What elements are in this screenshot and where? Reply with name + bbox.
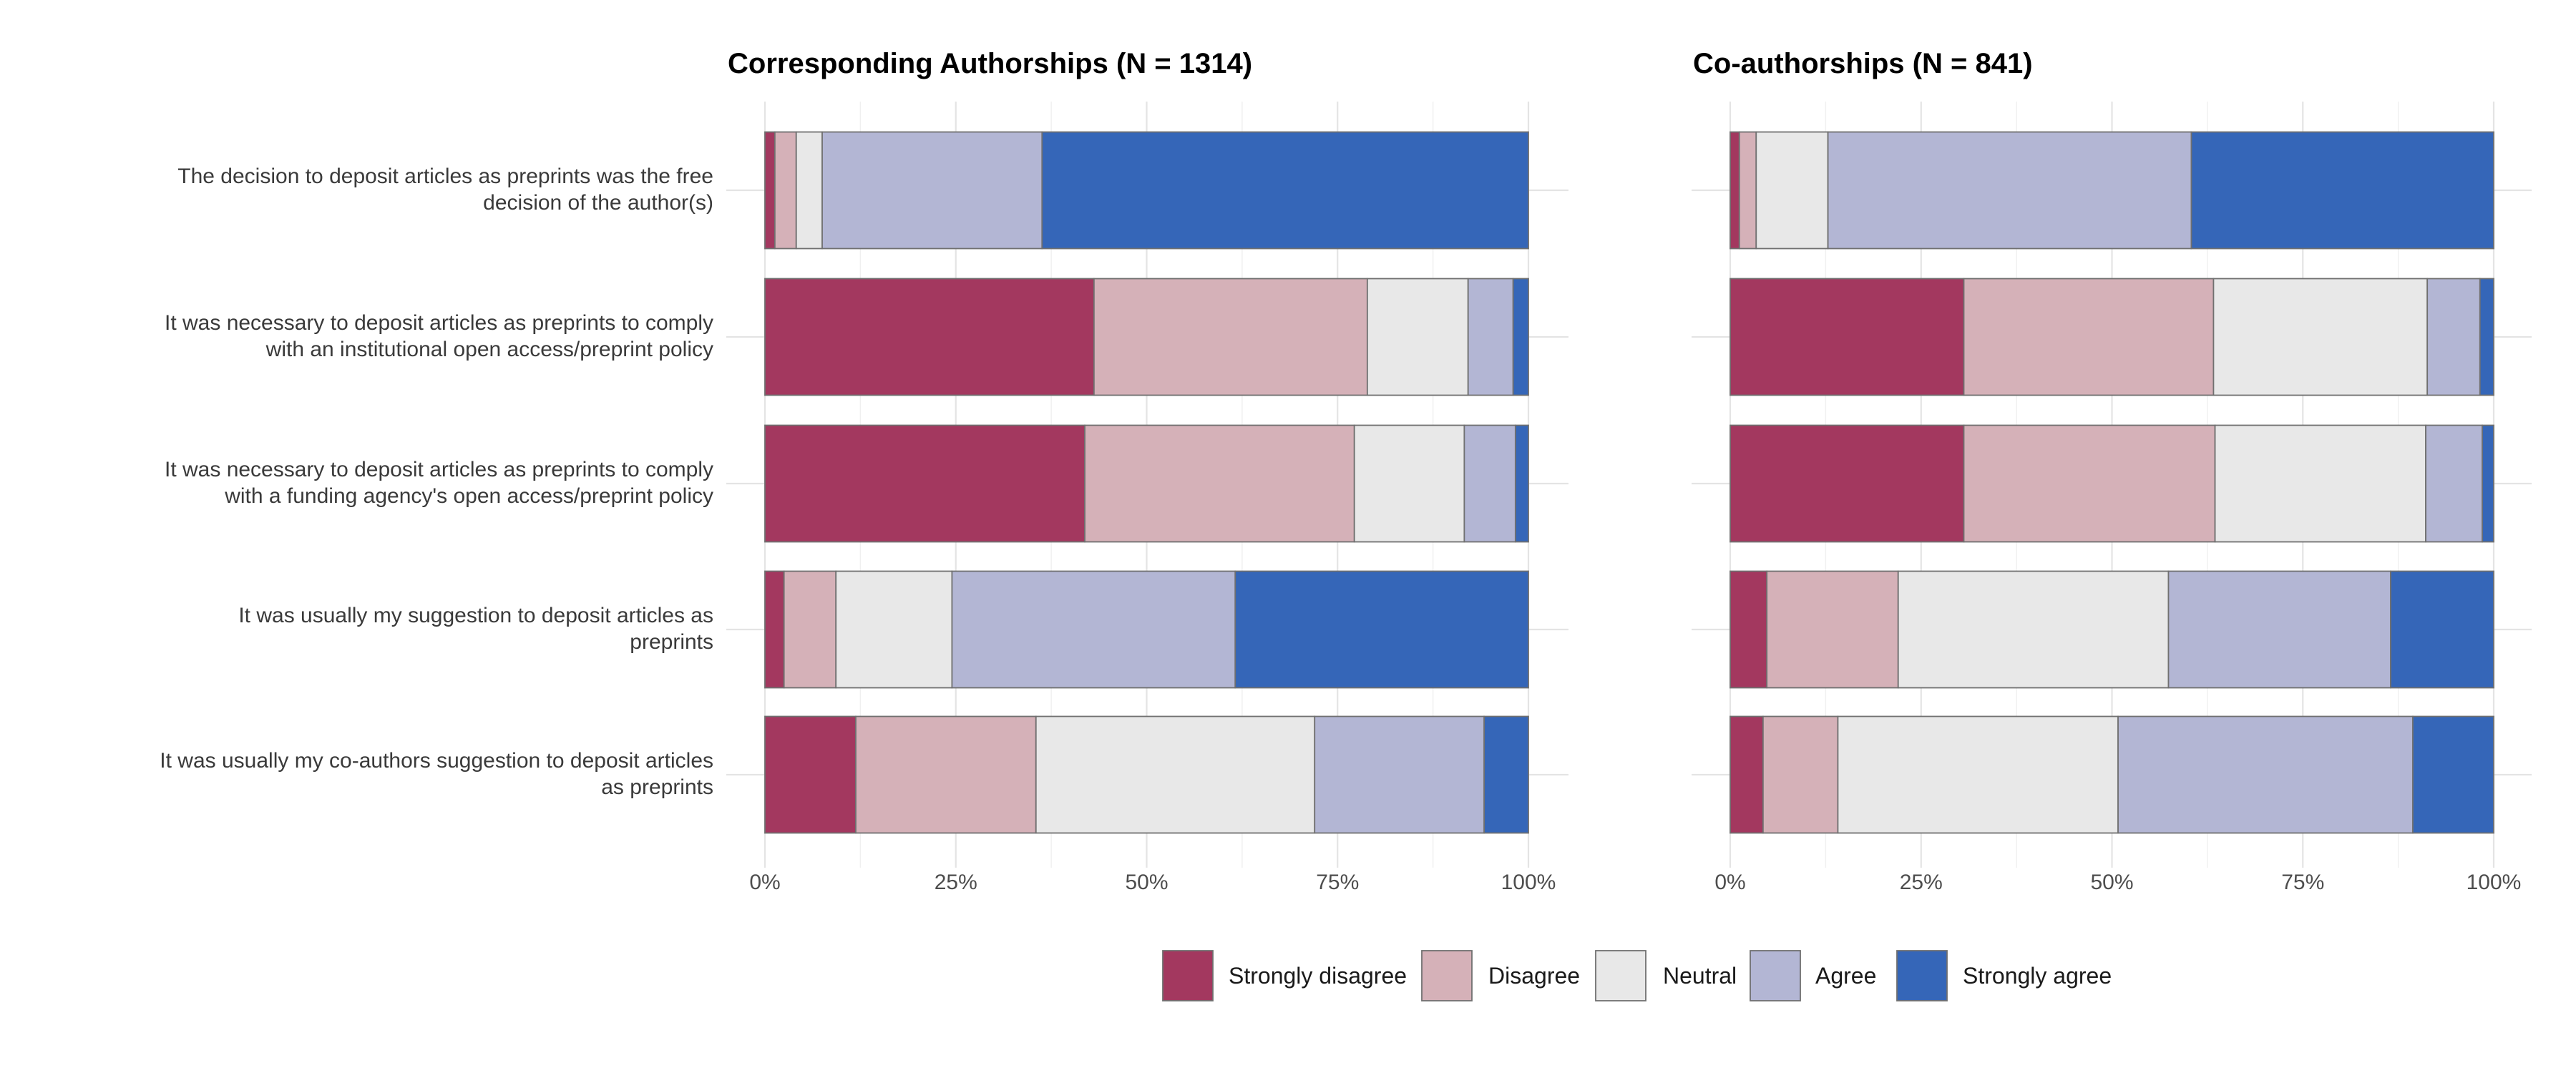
category-label: decision of the author(s) xyxy=(483,191,713,215)
category-label: with an institutional open access/prepri… xyxy=(265,338,713,361)
bar-segment-strongly-disagree xyxy=(764,570,785,689)
bar-segment-neutral xyxy=(1366,278,1469,396)
bar-segment-strongly-disagree xyxy=(1729,424,1965,543)
legend-label: Neutral xyxy=(1663,963,1737,989)
legend-swatch-strongly-disagree xyxy=(1162,950,1214,1001)
bar-segment-disagree xyxy=(1963,424,2216,543)
bar-segment-strongly-disagree xyxy=(1729,715,1764,834)
category-label: preprints xyxy=(630,630,713,654)
panel-co-authorships: Co-authorships (N = 841) 0% 25% 50% 75% 100% xyxy=(1692,48,2532,894)
panel-title: Co-authorships (N = 841) xyxy=(1693,48,2033,79)
bar-segment-disagree xyxy=(774,131,797,250)
bar-segment-agree xyxy=(2426,278,2481,396)
category-label: as preprints xyxy=(601,775,713,799)
x-tick-label: 25% xyxy=(935,871,977,894)
legend-label: Disagree xyxy=(1488,963,1580,989)
bar-segment-strongly-agree xyxy=(2482,424,2494,543)
bar-segment-strongly-disagree xyxy=(764,131,776,250)
bar-segment-neutral xyxy=(2212,278,2429,396)
legend: Strongly disagree Disagree Neutral Agree Str… xyxy=(1162,950,2112,1001)
bar-segment-disagree xyxy=(783,570,837,689)
bar-segment-strongly-agree xyxy=(1041,131,1529,250)
category-labels: The decision to deposit articles as prep… xyxy=(160,165,713,799)
bar-segment-strongly-agree xyxy=(1483,715,1529,834)
bar-segment-agree xyxy=(1827,131,2192,250)
bar-segment-agree xyxy=(1314,715,1485,834)
bar-segment-strongly-agree xyxy=(2479,278,2494,396)
bar-segment-neutral xyxy=(1755,131,1829,250)
legend-label: Strongly disagree xyxy=(1229,963,1407,989)
x-tick-label: 50% xyxy=(2090,871,2133,894)
legend-label: Strongly agree xyxy=(1963,963,2112,989)
category-label: It was necessary to deposit articles as … xyxy=(165,311,713,335)
legend-label: Agree xyxy=(1815,963,1876,989)
bar-segment-disagree xyxy=(1084,424,1355,543)
bar-segment-strongly-disagree xyxy=(764,278,1095,396)
bar-segment-agree xyxy=(1467,278,1514,396)
legend-swatch-disagree xyxy=(1421,950,1473,1001)
bar-segment-disagree xyxy=(855,715,1037,834)
bar-segment-strongly-disagree xyxy=(1729,131,1740,250)
bar-segment-strongly-disagree xyxy=(1729,278,1965,396)
category-label: It was usually my suggestion to deposit … xyxy=(238,604,713,627)
bar-segment-strongly-agree xyxy=(1514,424,1529,543)
bar-segment-neutral xyxy=(835,570,953,689)
bar-segment-disagree xyxy=(1963,278,2215,396)
category-label: It was necessary to deposit articles as … xyxy=(165,458,713,481)
bar-segment-strongly-disagree xyxy=(764,424,1085,543)
x-tick-label: 25% xyxy=(1900,871,1943,894)
bar-segment-agree xyxy=(1463,424,1516,543)
category-label: It was usually my co-authors suggestion … xyxy=(160,749,713,773)
bar-segment-strongly-disagree xyxy=(1729,570,1768,689)
bar-segment-agree xyxy=(2425,424,2483,543)
panel-corresponding-authorships: Corresponding Authorships (N = 1314) 0% 25… xyxy=(726,48,1568,894)
x-tick-label: 75% xyxy=(2281,871,2324,894)
x-tick-label: 0% xyxy=(749,871,780,894)
x-tick-label: 50% xyxy=(1125,871,1168,894)
bar-segment-strongly-disagree xyxy=(764,715,857,834)
bar-segment-neutral xyxy=(795,131,823,250)
bar-segment-disagree xyxy=(1093,278,1368,396)
bar-segment-strongly-agree xyxy=(2390,570,2494,689)
bar-segment-neutral xyxy=(2214,424,2426,543)
bar-segment-disagree xyxy=(1738,131,1757,250)
bar-segment-disagree xyxy=(1762,715,1839,834)
x-tick-label: 75% xyxy=(1316,871,1359,894)
x-tick-label: 0% xyxy=(1714,871,1745,894)
bar-segment-strongly-agree xyxy=(1234,570,1529,689)
bar-segment-agree xyxy=(951,570,1236,689)
legend-swatch-agree xyxy=(1750,950,1801,1001)
bar-segment-strongly-agree xyxy=(2190,131,2494,250)
category-label: The decision to deposit articles as prep… xyxy=(177,165,713,188)
bar-segment-neutral xyxy=(1353,424,1465,543)
bar-segment-agree xyxy=(821,131,1043,250)
bar-segment-neutral xyxy=(1897,570,2170,689)
bar-segment-agree xyxy=(2167,570,2391,689)
bar-segment-disagree xyxy=(1766,570,1899,689)
bar-segment-neutral xyxy=(1837,715,2119,834)
legend-swatch-neutral xyxy=(1595,950,1646,1001)
bar-segment-agree xyxy=(2117,715,2414,834)
x-tick-label: 100% xyxy=(1501,871,1556,894)
x-tick-label: 100% xyxy=(2467,871,2522,894)
category-label: with a funding agency's open access/prep… xyxy=(224,484,713,508)
panel-title: Corresponding Authorships (N = 1314) xyxy=(728,48,1252,79)
bar-segment-neutral xyxy=(1035,715,1316,834)
bar-segment-strongly-agree xyxy=(2411,715,2494,834)
bar-segment-strongly-agree xyxy=(1512,278,1529,396)
legend-swatch-strongly-agree xyxy=(1896,950,1948,1001)
